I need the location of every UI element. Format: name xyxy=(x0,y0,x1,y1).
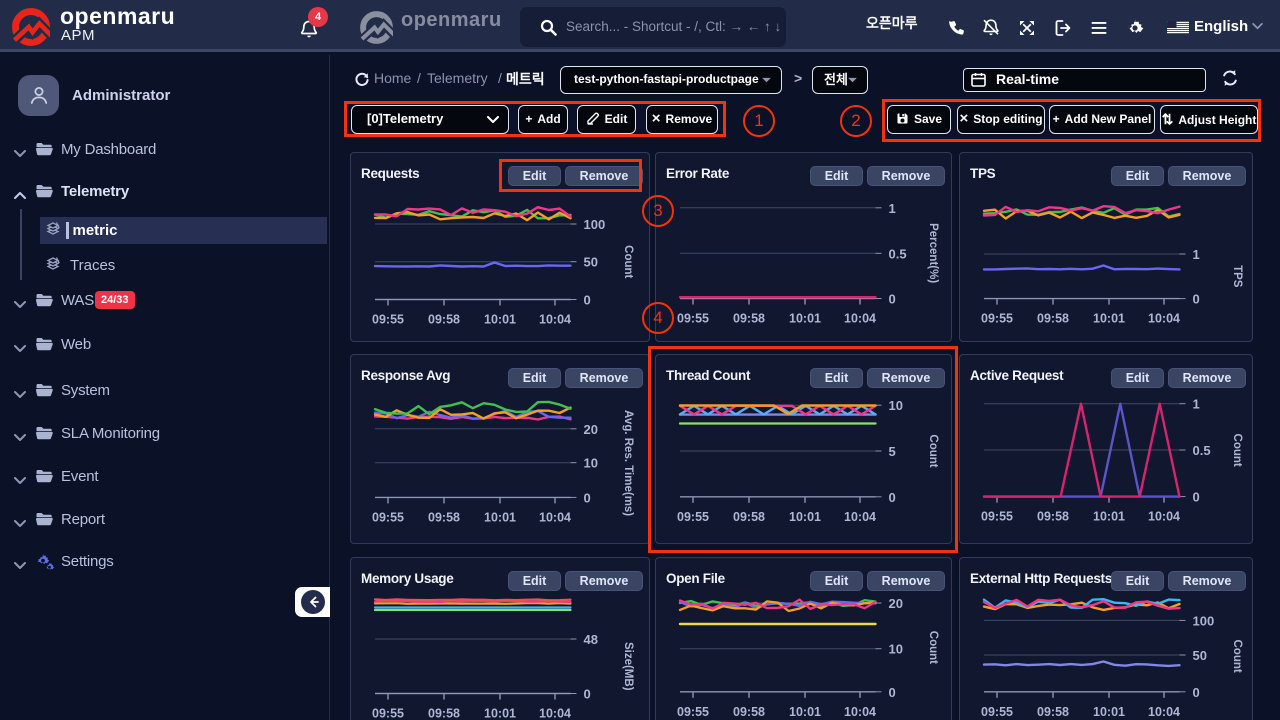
svg-text:TPS: TPS xyxy=(1231,265,1243,288)
svg-text:09:55: 09:55 xyxy=(981,705,1013,719)
svg-text:20: 20 xyxy=(889,596,903,611)
svg-text:10:04: 10:04 xyxy=(844,705,876,719)
svg-text:0: 0 xyxy=(1193,685,1200,700)
svg-text:10:04: 10:04 xyxy=(539,510,571,524)
svg-text:Size(MB): Size(MB) xyxy=(622,642,634,691)
svg-text:0.5: 0.5 xyxy=(1193,443,1211,458)
svg-text:10:04: 10:04 xyxy=(844,312,876,326)
svg-text:0: 0 xyxy=(889,292,896,307)
svg-text:0.5: 0.5 xyxy=(889,246,907,261)
svg-text:10: 10 xyxy=(889,642,903,657)
svg-text:0: 0 xyxy=(889,490,896,505)
svg-text:09:58: 09:58 xyxy=(428,510,460,524)
svg-text:10:01: 10:01 xyxy=(789,705,821,719)
svg-text:Count: Count xyxy=(622,245,634,278)
svg-text:10: 10 xyxy=(584,456,598,471)
svg-text:100: 100 xyxy=(584,217,606,232)
svg-text:0: 0 xyxy=(1193,292,1200,307)
svg-text:1: 1 xyxy=(1193,397,1200,412)
svg-text:09:58: 09:58 xyxy=(428,707,460,720)
svg-text:09:58: 09:58 xyxy=(1037,312,1069,326)
svg-text:5: 5 xyxy=(889,444,896,459)
svg-text:100: 100 xyxy=(1193,613,1215,628)
svg-text:10:01: 10:01 xyxy=(789,312,821,326)
svg-text:1: 1 xyxy=(1193,247,1200,262)
svg-text:09:58: 09:58 xyxy=(733,705,765,719)
svg-text:09:58: 09:58 xyxy=(1037,510,1069,524)
svg-text:10:01: 10:01 xyxy=(1093,705,1125,719)
svg-text:09:55: 09:55 xyxy=(981,510,1013,524)
svg-text:10:04: 10:04 xyxy=(844,510,876,524)
svg-text:10:04: 10:04 xyxy=(539,313,571,327)
svg-text:0: 0 xyxy=(584,490,591,505)
svg-text:Percent(%): Percent(%) xyxy=(927,223,939,283)
svg-text:10:01: 10:01 xyxy=(484,510,516,524)
svg-text:10:01: 10:01 xyxy=(484,313,516,327)
svg-text:0: 0 xyxy=(584,687,591,702)
svg-text:Count: Count xyxy=(927,434,939,467)
svg-text:09:55: 09:55 xyxy=(981,312,1013,326)
svg-text:0: 0 xyxy=(889,685,896,700)
svg-text:09:55: 09:55 xyxy=(677,705,709,719)
svg-text:09:58: 09:58 xyxy=(1037,705,1069,719)
svg-text:0: 0 xyxy=(1193,490,1200,505)
svg-text:20: 20 xyxy=(584,422,598,437)
svg-text:09:55: 09:55 xyxy=(372,510,404,524)
svg-text:10:01: 10:01 xyxy=(1093,510,1125,524)
svg-text:50: 50 xyxy=(1193,648,1207,663)
svg-text:10:04: 10:04 xyxy=(1148,312,1180,326)
svg-text:10:01: 10:01 xyxy=(484,707,516,720)
svg-text:09:58: 09:58 xyxy=(733,312,765,326)
svg-text:50: 50 xyxy=(584,255,598,270)
svg-text:09:55: 09:55 xyxy=(677,510,709,524)
svg-text:09:55: 09:55 xyxy=(677,312,709,326)
svg-text:Count: Count xyxy=(1231,639,1243,672)
svg-text:Count: Count xyxy=(1231,434,1243,467)
svg-text:Count: Count xyxy=(927,631,939,664)
svg-text:10: 10 xyxy=(889,398,903,413)
svg-text:48: 48 xyxy=(584,632,598,647)
svg-text:09:55: 09:55 xyxy=(372,313,404,327)
svg-text:0: 0 xyxy=(584,293,591,308)
svg-text:Avg. Res. Time(ms): Avg. Res. Time(ms) xyxy=(622,410,634,516)
svg-text:10:01: 10:01 xyxy=(1093,312,1125,326)
svg-text:09:58: 09:58 xyxy=(733,510,765,524)
svg-text:09:55: 09:55 xyxy=(372,707,404,720)
svg-text:10:04: 10:04 xyxy=(539,707,571,720)
svg-text:10:04: 10:04 xyxy=(1148,705,1180,719)
svg-text:10:04: 10:04 xyxy=(1148,510,1180,524)
svg-text:1: 1 xyxy=(889,201,896,216)
svg-text:09:58: 09:58 xyxy=(428,313,460,327)
svg-text:10:01: 10:01 xyxy=(789,510,821,524)
